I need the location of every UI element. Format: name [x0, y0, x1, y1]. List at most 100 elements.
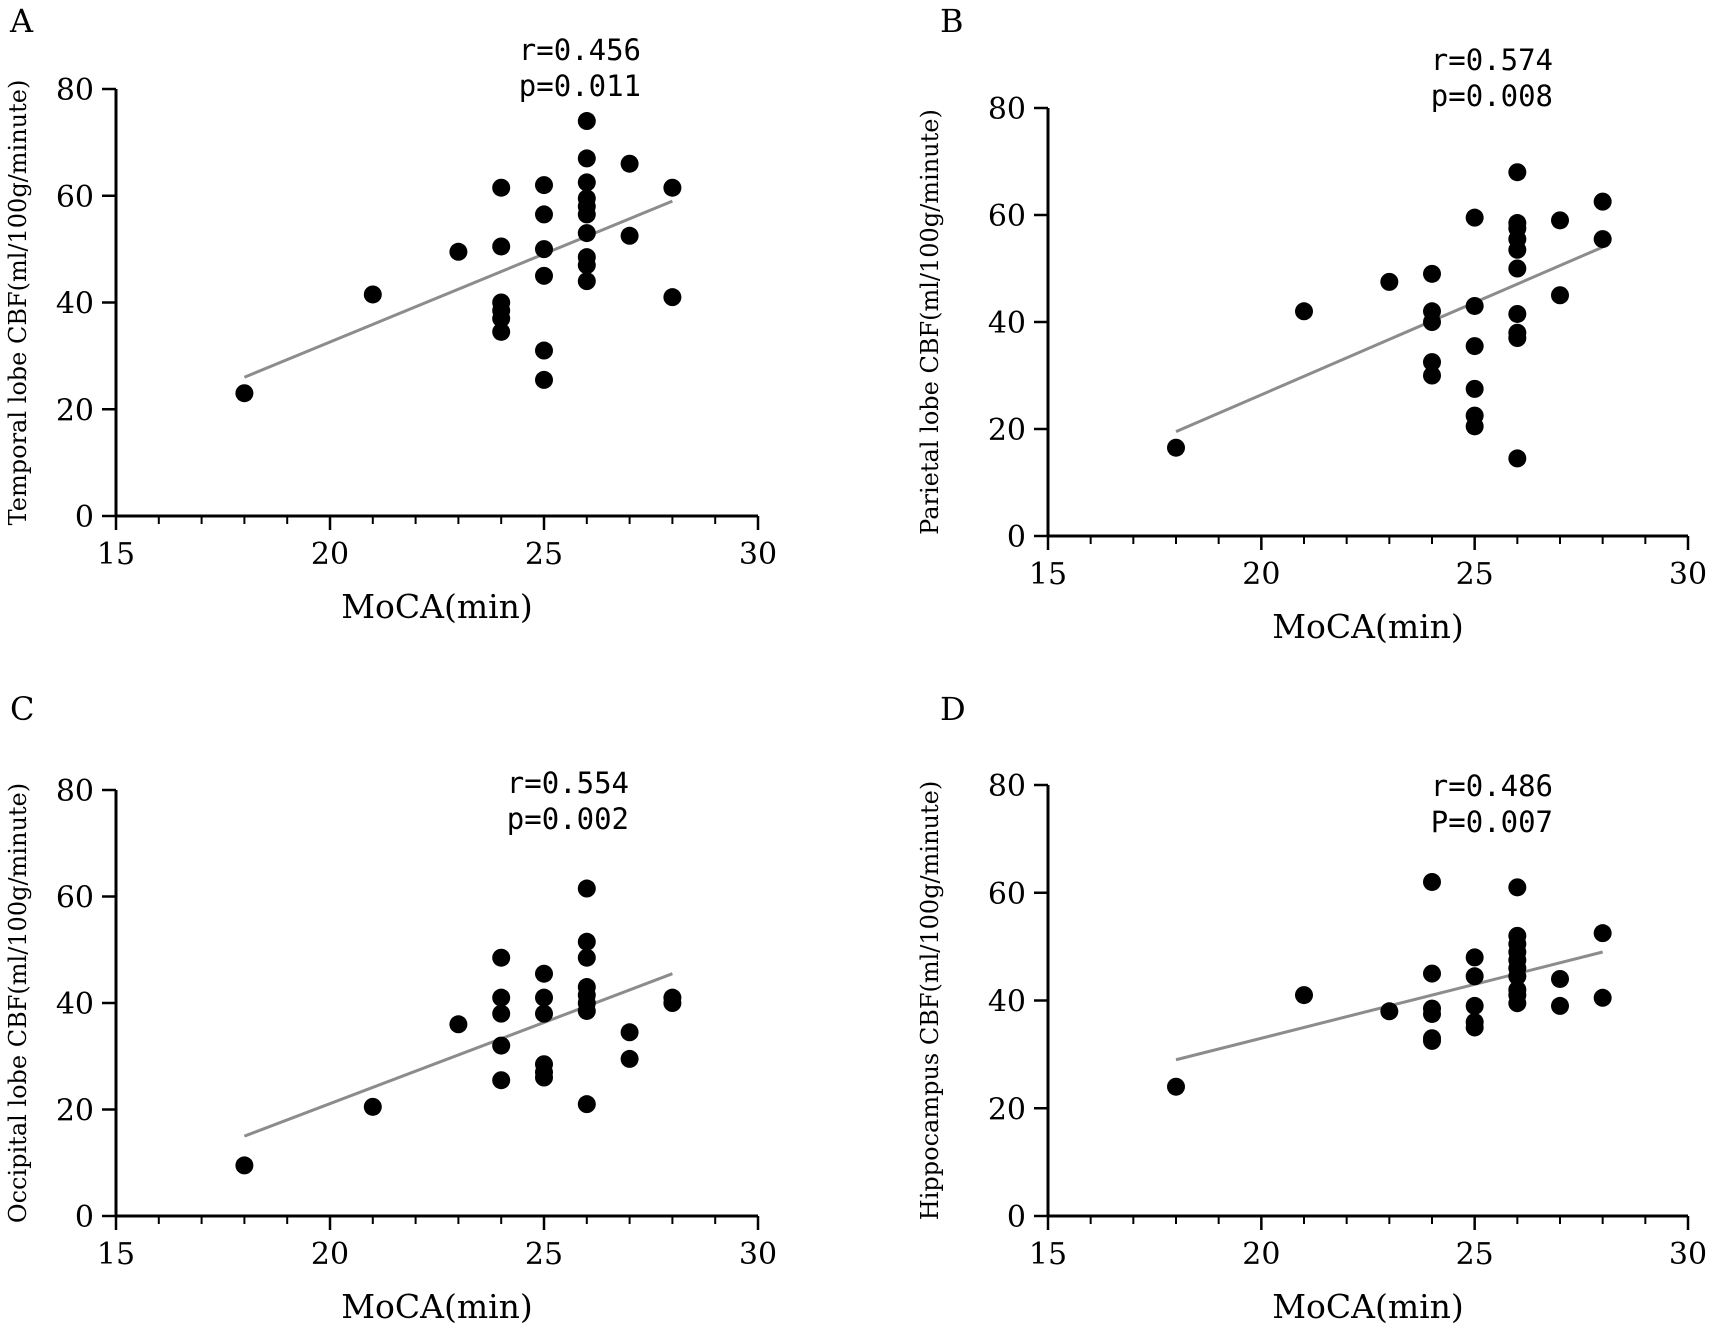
data-point	[1465, 379, 1484, 398]
r-value-label: r=0.574	[1431, 43, 1553, 77]
y-tick-label: 40	[988, 985, 1026, 1020]
panel-letter: D	[940, 690, 966, 728]
x-tick-label: 20	[311, 1237, 349, 1272]
x-tick-label: 15	[1029, 557, 1067, 592]
x-axis-title: MoCA(min)	[341, 1287, 533, 1326]
data-point	[1167, 1077, 1185, 1096]
data-point	[1465, 296, 1484, 315]
data-point	[577, 1095, 596, 1114]
y-tick-label: 80	[56, 774, 94, 809]
data-point	[1465, 996, 1484, 1015]
x-tick-label: 25	[525, 1237, 563, 1272]
x-tick-label: 25	[1456, 1237, 1494, 1272]
y-tick-label: 80	[988, 92, 1026, 127]
data-point	[1465, 417, 1484, 436]
y-tick-label: 20	[56, 393, 94, 428]
data-point	[363, 1097, 382, 1116]
data-point	[1465, 208, 1484, 227]
y-tick-label: 60	[988, 199, 1026, 234]
data-point	[577, 256, 596, 275]
regression-line	[1175, 245, 1604, 434]
data-point	[1593, 988, 1612, 1007]
y-tick-label: 60	[56, 881, 94, 916]
y-tick-label: 60	[988, 877, 1026, 912]
data-point	[577, 932, 596, 951]
data-point	[535, 341, 553, 360]
data-point	[492, 237, 511, 256]
data-point	[1423, 313, 1441, 331]
data-point	[577, 1001, 596, 1020]
x-tick-label: 20	[1242, 1237, 1280, 1272]
data-point	[492, 948, 511, 967]
data-point	[1508, 449, 1527, 468]
x-tick-label: 30	[739, 537, 777, 572]
r-value-label: r=0.486	[1431, 769, 1553, 803]
data-point	[577, 205, 596, 224]
y-tick-label: 40	[988, 306, 1026, 341]
data-point	[1508, 878, 1527, 897]
x-axis-title: MoCA(min)	[1272, 1287, 1464, 1326]
data-point	[492, 322, 511, 341]
data-point	[492, 1036, 511, 1055]
data-point	[1508, 240, 1527, 259]
y-axis-title: Occipital lobe CBF(ml/100g/minute)	[4, 783, 32, 1223]
data-point	[1423, 353, 1441, 372]
x-tick-label: 30	[739, 1237, 777, 1272]
x-tick-label: 20	[1242, 557, 1280, 592]
p-value-label: P=0.007	[1431, 805, 1553, 839]
data-point	[235, 384, 254, 403]
data-point	[449, 1015, 468, 1034]
r-value-label: r=0.456	[519, 33, 641, 67]
data-point	[620, 1049, 639, 1068]
data-point	[535, 176, 553, 195]
data-point	[449, 242, 468, 261]
data-point	[1593, 192, 1612, 211]
y-tick-label: 0	[75, 1200, 94, 1235]
y-tick-label: 60	[56, 180, 94, 215]
x-axis-title: MoCA(min)	[1272, 607, 1464, 646]
y-tick-label: 0	[1007, 520, 1026, 555]
panel-c: C 15 20 25 30 0 20 40 60 80 MoCA(min) Occipital lob…	[4, 690, 777, 1326]
data-point	[492, 1004, 511, 1023]
data-point	[492, 1071, 511, 1090]
data-point	[535, 205, 553, 224]
data-point	[1593, 924, 1612, 943]
panel-letter: B	[940, 2, 964, 40]
data-point	[1551, 211, 1569, 230]
data-point	[663, 994, 682, 1012]
data-point	[620, 154, 639, 173]
data-point	[1551, 996, 1569, 1015]
data-point	[1423, 264, 1441, 283]
p-value-label: p=0.002	[507, 802, 629, 836]
data-point	[535, 1068, 553, 1087]
data-point	[577, 112, 596, 131]
data-point	[1508, 304, 1527, 323]
x-tick-label: 30	[1669, 557, 1707, 592]
data-point	[492, 988, 511, 1007]
data-point	[1508, 994, 1527, 1013]
data-point	[1551, 286, 1569, 305]
y-tick-label: 20	[988, 1092, 1026, 1127]
data-point	[663, 178, 682, 197]
p-value-label: p=0.011	[519, 69, 641, 103]
regression-line	[243, 199, 673, 379]
y-tick-label: 0	[1007, 1200, 1026, 1235]
data-point	[1465, 967, 1484, 986]
data-point	[492, 309, 511, 328]
y-tick-label: 80	[988, 769, 1026, 804]
data-point	[577, 879, 596, 898]
data-point	[577, 149, 596, 168]
data-point	[1551, 969, 1569, 988]
data-point	[1423, 1004, 1441, 1023]
data-point	[492, 178, 511, 197]
y-tick-label: 80	[56, 73, 94, 108]
data-point	[663, 288, 682, 307]
y-axis-title: Hippocampus CBF(ml/100g/minute)	[916, 781, 944, 1220]
panel-b: B 15 20 25 30 0 20 40 60 80 MoCA(min) Parietal lobe…	[916, 2, 1707, 646]
data-point	[1423, 366, 1441, 385]
data-point	[1295, 302, 1313, 321]
data-point	[620, 1023, 639, 1042]
data-point	[1508, 329, 1527, 348]
data-point	[620, 226, 639, 245]
